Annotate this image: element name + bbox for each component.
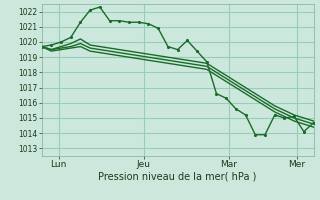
X-axis label: Pression niveau de la mer( hPa ): Pression niveau de la mer( hPa ) [99, 172, 257, 182]
